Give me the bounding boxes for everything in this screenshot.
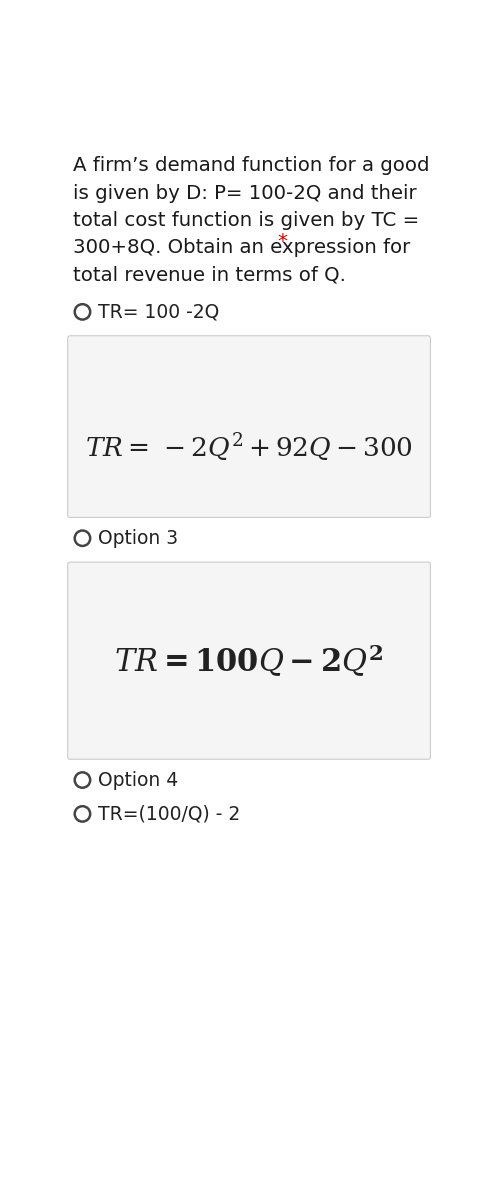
Text: TR=(100/Q) - 2: TR=(100/Q) - 2	[98, 804, 240, 823]
Text: Option 4: Option 4	[98, 770, 178, 790]
FancyBboxPatch shape	[68, 562, 431, 760]
FancyBboxPatch shape	[68, 336, 431, 517]
Text: $\mathit{TR}{=}\,-2Q^2 + 92Q - 300$: $\mathit{TR}{=}\,-2Q^2 + 92Q - 300$	[85, 432, 413, 464]
Text: TR= 100 -2Q: TR= 100 -2Q	[98, 302, 219, 322]
Text: A firm’s demand function for a good
is given by D: P= 100-2Q and their
total cos: A firm’s demand function for a good is g…	[73, 156, 430, 284]
Text: $\mathbf{\mathit{TR}{=}100\mathit{Q} - 2\mathit{Q}^2}$: $\mathbf{\mathit{TR}{=}100\mathit{Q} - 2…	[114, 642, 384, 679]
Text: Option 3: Option 3	[98, 529, 178, 547]
Text: *: *	[277, 232, 287, 251]
